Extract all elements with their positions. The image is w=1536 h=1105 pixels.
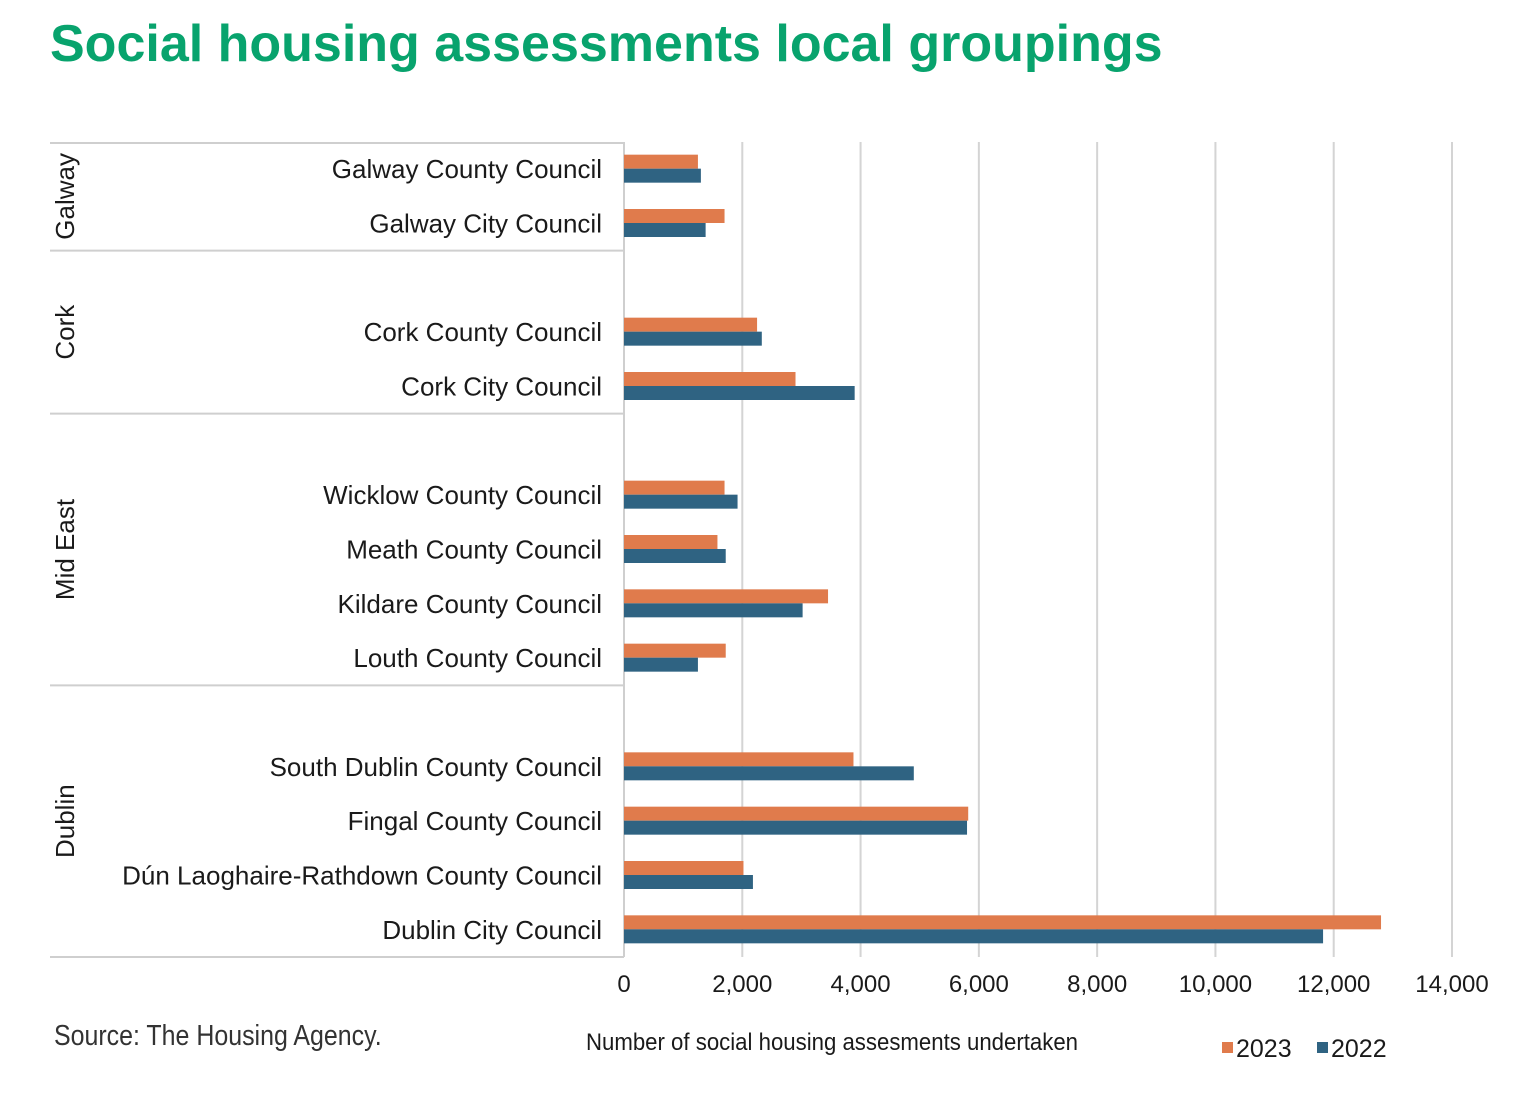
category-label: Louth County Council	[353, 643, 602, 673]
category-label: Meath County Council	[346, 535, 602, 565]
bar-2023	[624, 643, 726, 658]
category-label: Dublin City Council	[382, 915, 602, 945]
category-label: Cork City Council	[401, 372, 602, 402]
bar-2022	[624, 549, 726, 563]
bar-2022	[624, 494, 738, 509]
bar-2022	[624, 820, 968, 835]
category-label: Wicklow County Council	[323, 480, 602, 510]
bar-2022	[624, 657, 698, 672]
group-labels: Galway Cork Mid East Dublin	[50, 153, 80, 858]
x-tick-label: 0	[617, 971, 630, 998]
x-tick-label: 12,000	[1297, 971, 1370, 998]
category-label: Cork County Council	[364, 317, 602, 347]
x-tick-label: 4,000	[831, 971, 891, 998]
bar-2023	[624, 752, 854, 767]
legend-label: 2022	[1331, 1035, 1387, 1063]
category-label: South Dublin County Council	[270, 752, 602, 782]
x-axis-label: Number of social housing assesments unde…	[586, 1029, 1078, 1056]
bar-2023	[624, 861, 744, 875]
source-note: Source: The Housing Agency.	[54, 1020, 382, 1052]
x-tick-label: 8,000	[1067, 971, 1127, 998]
x-tick-label: 14,000	[1415, 971, 1488, 998]
legend: 2023 2022	[1222, 1035, 1387, 1063]
group-label: Dublin	[50, 784, 80, 858]
bar-2023	[624, 372, 796, 386]
bar-2023	[624, 480, 725, 495]
category-label: Fingal County Council	[348, 806, 602, 836]
gridlines	[741, 142, 1453, 957]
bar-2023	[624, 915, 1382, 930]
bars	[624, 154, 1382, 944]
bar-2022	[624, 331, 762, 346]
x-tick-label: 2,000	[712, 971, 772, 998]
category-labels: Galway County Council Galway City Council…	[122, 154, 602, 945]
bar-2022	[624, 168, 701, 183]
bar-2023	[624, 317, 758, 332]
x-tick-label: 10,000	[1179, 971, 1252, 998]
group-label: Cork	[50, 304, 80, 360]
x-tick-label: 6,000	[949, 971, 1009, 998]
bar-2023	[624, 806, 969, 821]
x-axis-ticks: 0 2,000 4,000 6,000 8,000 10,000 12,000 14,000	[617, 971, 1488, 998]
bar-2022	[624, 875, 753, 889]
bar-2023	[624, 154, 698, 169]
bar-2022	[624, 386, 855, 400]
bar-2023	[624, 589, 829, 604]
legend-label: 2023	[1236, 1035, 1292, 1063]
group-label: Mid East	[50, 498, 80, 600]
group-label: Galway	[50, 153, 80, 240]
category-label: Dún Laoghaire-Rathdown County Council	[122, 861, 602, 891]
category-label: Kildare County Council	[338, 589, 602, 619]
chart-title: Social housing assessments local groupin…	[50, 15, 1163, 73]
bar-2022	[624, 223, 706, 237]
legend-swatch-2022	[1317, 1042, 1328, 1053]
bar-2022	[624, 929, 1324, 944]
bar-2023	[624, 535, 718, 549]
legend-swatch-2023	[1222, 1042, 1233, 1053]
category-label: Galway City Council	[369, 209, 602, 239]
category-label: Galway County Council	[332, 154, 602, 184]
bar-2023	[624, 209, 725, 223]
bar-2022	[624, 766, 914, 781]
bar-2022	[624, 603, 803, 618]
